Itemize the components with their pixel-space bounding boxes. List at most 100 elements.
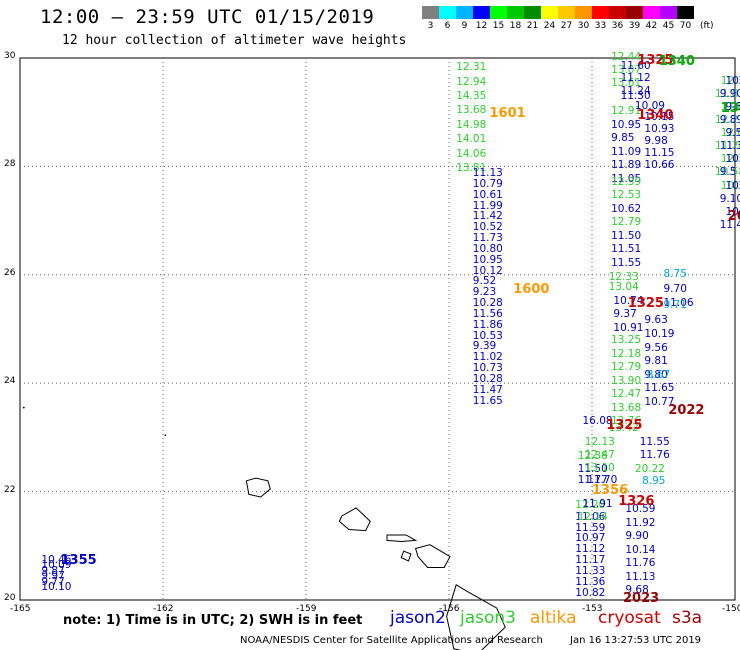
lat-tick-label: 30 — [4, 51, 16, 61]
scale-swatch: 18 — [507, 6, 524, 31]
wave-height-label: 10.28 — [472, 297, 503, 310]
wave-height-label: 11.86 — [472, 318, 503, 331]
lon-tick-label: -156 — [439, 604, 460, 614]
wave-height-label: 12.33 — [608, 270, 639, 283]
wave-height-label: 10.58 — [715, 166, 740, 179]
wave-height-label: 11.09 — [611, 145, 642, 158]
lat-tick-label: 26 — [4, 267, 16, 278]
legend-entry-cryosat: cryosat — [598, 608, 661, 628]
wave-height-label: 10.79 — [472, 177, 503, 190]
wave-height-label: 20.22 — [634, 462, 665, 475]
scale-swatch: 36 — [609, 6, 626, 31]
wave-height-label: 9.37 — [613, 308, 637, 321]
wave-height-label: 11.42 — [472, 210, 503, 223]
wave-height-label: 12.47 — [611, 388, 642, 401]
islet-dot — [164, 434, 167, 437]
legend-entry-s3a: s3a — [672, 608, 703, 628]
scale-swatch: 33 — [592, 6, 609, 31]
wave-height-label: 10.80 — [472, 242, 503, 255]
wave-height-label: 12.13 — [584, 435, 615, 448]
wave-height-label: 11.13 — [625, 570, 656, 583]
wave-height-label: 11.36 — [575, 575, 606, 588]
wave-height-label: 10.12 — [472, 264, 503, 277]
pass-time-label: 1340 — [658, 53, 695, 69]
wave-height-label: 11.56 — [472, 307, 503, 320]
wave-height-label: 11.47 — [472, 383, 503, 396]
wave-height-label: 9.23 — [472, 286, 497, 299]
wave-height-label: 11.12 — [575, 543, 606, 556]
wave-height-label: 9.71 — [663, 298, 687, 311]
page-title: 12:00 – 23:59 UTC 01/15/2019 — [40, 6, 375, 28]
wave-height-label: 9.90 — [719, 88, 740, 101]
scale-swatch: 42 — [643, 6, 660, 31]
wave-height-label: 9.39 — [472, 340, 497, 353]
pass-time-label: 1601 — [489, 106, 526, 122]
wave-height-label: 10.28 — [472, 372, 503, 385]
island-outline — [400, 550, 412, 562]
wave-height-label: 9.97 — [41, 570, 65, 583]
wave-height-label: 13.42 — [608, 422, 639, 435]
wave-height-label: 12.53 — [611, 189, 642, 202]
wave-height-label: 10.95 — [472, 253, 503, 266]
wave-height-label: 12.79 — [611, 216, 642, 229]
wave-height-label: 11.28 — [715, 140, 740, 153]
island-outline — [386, 534, 418, 543]
scale-label: 12 — [475, 21, 488, 31]
legend-entry-altika: altika — [530, 608, 577, 628]
wave-height-label: 12.08 — [720, 127, 740, 140]
color-scale: 3 6 9 12 15 18 21 24 27 30 33 36 39 42 45 70 — [422, 6, 694, 31]
pass-time-label: 2023 — [727, 209, 740, 225]
wave-height-label: 11.89 — [611, 159, 642, 172]
wave-height-label: 9.98 — [644, 135, 668, 147]
scale-label: 3 — [427, 21, 434, 31]
island-outline — [245, 477, 271, 498]
wave-height-label: 9.77 — [41, 575, 65, 588]
wave-height-label: 10.61 — [472, 188, 503, 201]
wave-height-label: 12.2 — [715, 114, 739, 127]
color-scale-unit: (ft) — [700, 21, 714, 31]
wave-height-label: 12.94 — [456, 75, 487, 88]
wave-height-label: 9.5 — [719, 166, 737, 179]
wave-height-label: 11.50 — [577, 462, 608, 475]
scale-swatch: 39 — [626, 6, 643, 31]
scale-swatch: 6 — [439, 6, 456, 31]
wave-height-label: 11.76 — [639, 449, 670, 462]
wave-height-label: 11.88 — [720, 101, 740, 114]
wave-height-label: 11.17 — [575, 554, 606, 566]
wave-height-label: 11.99 — [472, 199, 503, 212]
wave-height-label: 8.75 — [663, 267, 687, 280]
wave-height-label: 11.92 — [625, 516, 656, 529]
wave-height-label: 10.32 — [720, 179, 740, 192]
wave-height-label: 9.56 — [644, 341, 668, 354]
map-frame — [19, 57, 736, 601]
wave-height-label: 11.06 — [575, 510, 606, 523]
scale-label: 33 — [594, 21, 607, 31]
wave-height-label: 10.05 — [725, 179, 740, 192]
wave-height-label: 14.35 — [456, 90, 487, 102]
wave-height-label: 10.82 — [575, 586, 606, 599]
wave-height-label: 14.98 — [456, 118, 487, 131]
lon-tick-label: -159 — [296, 604, 317, 614]
wave-height-label: 13.68 — [456, 104, 487, 117]
wave-height-label: 11.50 — [611, 229, 642, 242]
wave-height-label: 11.91 — [582, 498, 613, 511]
scale-swatch: 15 — [490, 6, 507, 31]
wave-height-label: 10.77 — [644, 395, 675, 408]
wave-height-label: 12.39 — [611, 175, 642, 188]
wave-height-label: 10.62 — [611, 202, 642, 215]
wave-height-label: 11.40 — [719, 218, 740, 231]
pass-time-label: 1325 — [606, 417, 643, 433]
wave-height-label: 13.90 — [611, 374, 642, 387]
scale-label: 36 — [611, 21, 624, 31]
scale-swatch: 3 — [422, 6, 439, 31]
scale-swatch: 21 — [524, 6, 541, 31]
wave-height-label: 10.46 — [41, 554, 72, 566]
wave-height-label: 9.80 — [644, 368, 668, 381]
wave-height-label: 10.09 — [41, 559, 72, 572]
pass-time-label: 1341 — [720, 100, 740, 116]
wave-height-label: 9.10 — [719, 192, 740, 205]
scale-swatch: 70 — [677, 6, 694, 31]
pass-time-label: 1355 — [60, 553, 97, 569]
wave-height-label: 12.44 — [611, 51, 642, 63]
